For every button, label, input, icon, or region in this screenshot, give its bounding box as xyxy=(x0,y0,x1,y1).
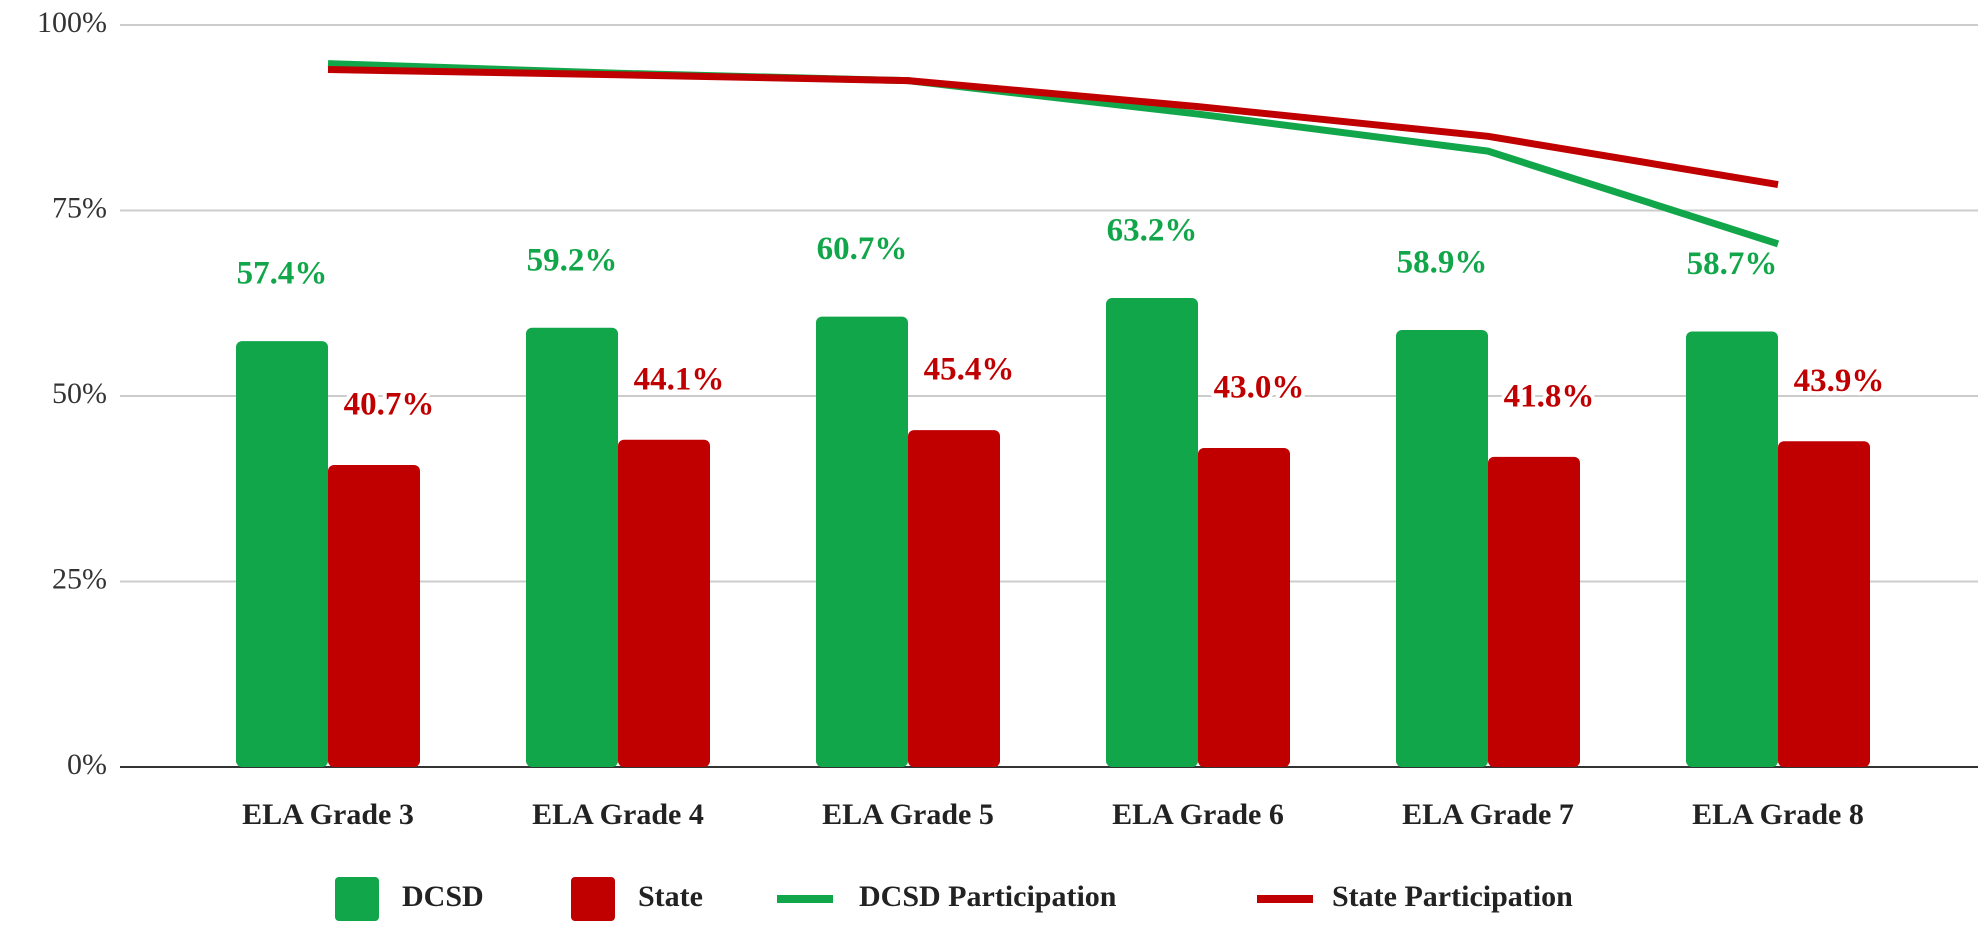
bar xyxy=(1488,456,1580,767)
data-label: 58.9% xyxy=(1397,245,1488,281)
line xyxy=(327,66,1779,188)
bar xyxy=(1198,447,1290,767)
data-label: 57.4% xyxy=(237,256,328,292)
bar xyxy=(1686,331,1778,767)
y-tick-label: 25% xyxy=(52,562,107,595)
x-tick-label: ELA Grade 3 xyxy=(242,798,414,831)
bar xyxy=(816,316,908,767)
x-tick-label: ELA Grade 6 xyxy=(1112,798,1284,831)
legend-swatch xyxy=(571,877,615,921)
data-label: 43.0% xyxy=(1214,370,1305,406)
bar xyxy=(1778,441,1870,767)
x-tick-label: ELA Grade 8 xyxy=(1692,798,1864,831)
bar xyxy=(908,430,1000,767)
y-tick-label: 75% xyxy=(52,191,107,224)
bar xyxy=(618,439,710,767)
legend-label: DCSD xyxy=(402,880,484,913)
data-label: 60.7% xyxy=(817,231,908,267)
data-label: 63.2% xyxy=(1107,213,1198,249)
data-label: 40.7% xyxy=(344,387,435,423)
bar xyxy=(328,465,420,767)
y-tick-label: 50% xyxy=(52,377,107,410)
legend-label: State xyxy=(638,880,703,913)
data-label: 45.4% xyxy=(924,352,1015,388)
y-tick-label: 100% xyxy=(37,6,107,39)
legend-label: DCSD Participation xyxy=(859,880,1117,913)
bar xyxy=(1106,298,1198,767)
y-tick-label: 0% xyxy=(67,748,107,781)
bar xyxy=(526,327,618,767)
x-tick-label: ELA Grade 7 xyxy=(1402,798,1574,831)
data-label: 44.1% xyxy=(634,361,725,397)
data-label: 58.7% xyxy=(1687,246,1778,282)
bar xyxy=(1396,329,1488,767)
legend-swatch xyxy=(335,877,379,921)
data-label: 41.8% xyxy=(1504,378,1595,414)
data-label: 59.2% xyxy=(527,242,618,278)
x-tick-label: ELA Grade 5 xyxy=(822,798,994,831)
x-tick-label: ELA Grade 4 xyxy=(532,798,704,831)
data-label: 43.9% xyxy=(1794,363,1885,399)
bar xyxy=(236,341,328,767)
legend-label: State Participation xyxy=(1332,880,1573,913)
